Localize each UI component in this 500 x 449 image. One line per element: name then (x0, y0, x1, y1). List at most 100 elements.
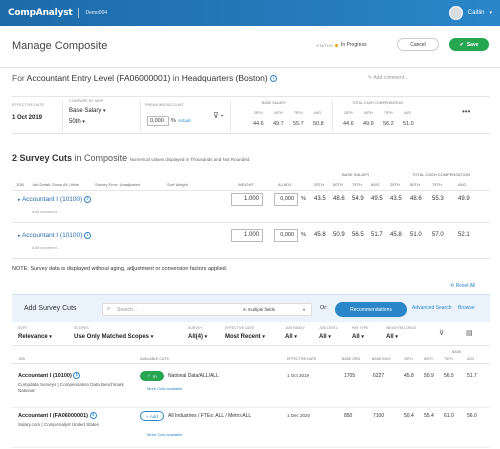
reset-all-link[interactable]: ⟲ Reset All (450, 283, 475, 289)
value-cell: 50.4 (404, 413, 414, 419)
filter-value: Relevance (18, 334, 48, 340)
value-cell: 45.8 (404, 373, 414, 379)
pct-head: 25TH (404, 357, 413, 361)
chevron-down-icon: ▾ (82, 119, 85, 125)
result-job: Accountant I (10100) i (18, 372, 81, 379)
chevron-down-icon[interactable]: ▾ (303, 307, 306, 312)
divider (78, 8, 80, 18)
cancel-button[interactable]: Cancel (397, 38, 439, 51)
add-survey-cuts-panel: Add Survey Cuts ⌕ Search... in multiple … (12, 294, 490, 449)
info-icon[interactable]: i (73, 372, 81, 379)
check-icon: ✔ (459, 41, 464, 48)
plus-icon: + (146, 413, 149, 419)
job-level-select[interactable]: All ▾ (319, 334, 331, 340)
add-comment-link[interactable]: Add comment... (32, 209, 61, 214)
compare-by-select[interactable]: Base Salary ▾ (69, 108, 106, 114)
more-cuts-link[interactable]: More Cuts available (147, 432, 183, 437)
cuts-count: 2 Survey Cuts (12, 153, 73, 163)
effective-date-select[interactable]: Most Recent ▾ (225, 334, 265, 340)
chevron-down-icon: ▾ (361, 334, 364, 340)
add-cuts-title: Add Survey Cuts (24, 305, 77, 312)
cuts-note: Numerical values displayed in Thousands … (129, 157, 251, 162)
base-orgs: 850 (344, 413, 353, 419)
percentile-select[interactable]: 50th ▾ (69, 119, 85, 125)
divider (12, 222, 490, 223)
pct-head-75: 75TH (384, 111, 393, 115)
cut-name[interactable]: ▸ Accountant I (10100) i (18, 232, 92, 240)
cut-name-label: Accountant I (10100) (21, 232, 83, 240)
user-menu[interactable]: Caitlin ▾ (448, 6, 492, 20)
add-comment-link[interactable]: Add comment... (32, 245, 61, 250)
search-input[interactable]: ⌕ Search... in multiple fields ▾ (102, 303, 312, 316)
value-cell: 50.9 (333, 232, 345, 238)
more-cuts-link[interactable]: More Cuts available (147, 386, 183, 391)
pay-type-select[interactable]: All ▾ (352, 334, 364, 340)
filter-label: WEIGHTED ORGS (386, 326, 417, 330)
sort-weight-link[interactable]: Sort Weight (167, 182, 188, 187)
app-logo[interactable]: CompAnalyst (8, 8, 73, 18)
in-composite-toggle[interactable]: ✓ In (140, 371, 164, 381)
filter-icon[interactable]: ⊽ (213, 111, 219, 120)
result-job-label: Accountant I (10100) (18, 372, 72, 379)
divider (140, 101, 141, 131)
more-options-icon[interactable]: ••• (462, 107, 471, 116)
save-button[interactable]: ✔ Save (449, 38, 489, 51)
recommendations-button[interactable]: Recommendations (335, 302, 407, 317)
value-cell: 48.6 (410, 196, 422, 202)
pct-head-50: 50TH (364, 111, 373, 115)
result-source: Salary.com | CompAnalyst United States (18, 422, 99, 427)
chevron-down-icon[interactable]: ▾ (221, 113, 224, 118)
filter-value: Most Recent (225, 334, 261, 340)
chevron-right-icon[interactable]: ▸ (18, 233, 21, 240)
value-cell: 56.5 (352, 232, 364, 238)
effective-date: 1 Oct 2019 (287, 373, 310, 378)
search-field-select[interactable]: in multiple fields (243, 307, 276, 312)
sort-select[interactable]: Relevance ▾ (18, 334, 52, 340)
adjustment-input[interactable]: 0,000 (274, 193, 298, 206)
actual-link[interactable]: Actual (178, 118, 191, 123)
survey-error-toggle[interactable]: Survey Error: Unadjusted (95, 182, 140, 187)
survey-select[interactable]: All(4) ▾ (188, 334, 207, 340)
info-icon[interactable]: i (89, 412, 97, 419)
filter-value: All (386, 334, 394, 340)
add-comment-link[interactable]: ✎ Add comment... (368, 75, 408, 81)
chevron-right-icon[interactable]: ▸ (18, 197, 21, 204)
cut-name[interactable]: ▸ Accountant I (10100) i (18, 196, 92, 204)
value-cell: 51.0 (410, 232, 422, 238)
job-family-select[interactable]: All ▾ (285, 334, 297, 340)
scopes-select[interactable]: Use Only Matched Scopes ▾ (74, 334, 153, 340)
browse-link[interactable]: Browse (458, 305, 475, 311)
weight-input[interactable]: 1.000 (231, 229, 263, 242)
add-cuts-toolbar: Add Survey Cuts ⌕ Search... in multiple … (12, 294, 490, 322)
filter-label: SURVEY (188, 326, 203, 330)
cut-description: All Industries / FTEs: ALL / Metro:ALL (168, 413, 252, 419)
divider (12, 190, 490, 191)
value-cell: 50.9 (424, 373, 434, 379)
col-job: JOB (16, 182, 24, 187)
base-50: 49.7 (273, 121, 284, 127)
filter-icon[interactable]: ⊽ (439, 330, 445, 337)
info-icon[interactable]: i (84, 196, 92, 203)
effective-date-value[interactable]: 1 Oct 2019 (12, 115, 43, 121)
value-cell: 51.7 (467, 373, 477, 379)
premium-input[interactable]: 0,000 (147, 116, 169, 126)
add-cut-button[interactable]: + Add (140, 411, 164, 421)
status-dot-icon (335, 43, 338, 47)
filter-label: EFFECTIVE DATE (225, 326, 255, 330)
col-base-incs: BASE INCS (372, 357, 391, 361)
advanced-search-link[interactable]: Advanced Search (412, 305, 452, 311)
info-icon[interactable]: i (270, 75, 278, 83)
adjustment-input[interactable]: 0,000 (274, 229, 298, 242)
adjustment-unit: % (301, 232, 306, 238)
col-base-orgs: BASE ORG (342, 357, 361, 361)
pct-head: 75TH (352, 182, 362, 187)
info-icon[interactable]: i (84, 232, 92, 239)
pct-head: 25TH (390, 182, 400, 187)
filter-label: PAY TYPE (352, 326, 369, 330)
job-detail-toggle[interactable]: Job Detail: Show All | Hide (32, 182, 79, 187)
weighted-orgs-select[interactable]: All ▾ (386, 334, 398, 340)
columns-icon[interactable]: ▤ (466, 330, 473, 337)
weight-input[interactable]: 1.000 (231, 193, 263, 206)
pct-head: 25TH (314, 182, 324, 187)
pct-head-25: 25TH (254, 111, 263, 115)
